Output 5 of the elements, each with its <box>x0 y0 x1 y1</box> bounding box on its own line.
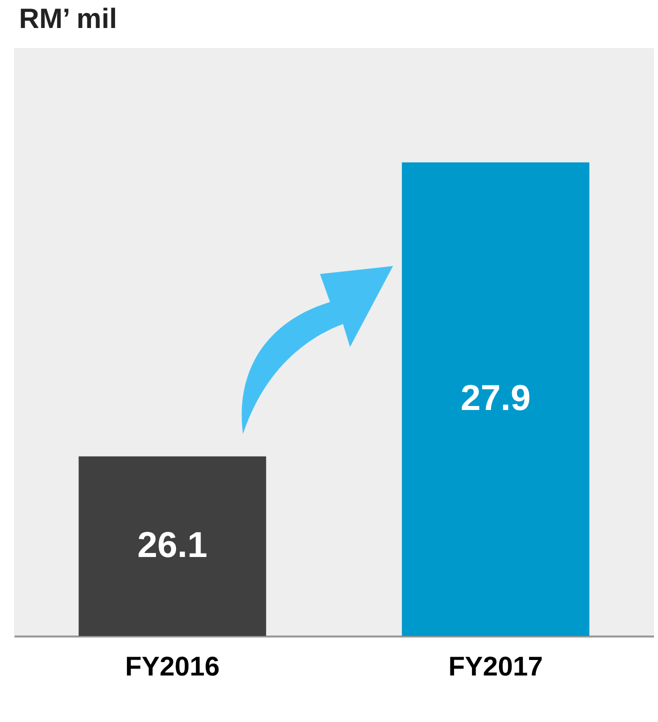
data-label: 27.9 <box>460 377 531 418</box>
chart-title: RM’ mil <box>19 3 118 34</box>
x-tick-label: FY2016 <box>125 652 220 682</box>
data-label: 26.1 <box>137 524 208 566</box>
x-tick-label: FY2017 <box>448 652 543 682</box>
